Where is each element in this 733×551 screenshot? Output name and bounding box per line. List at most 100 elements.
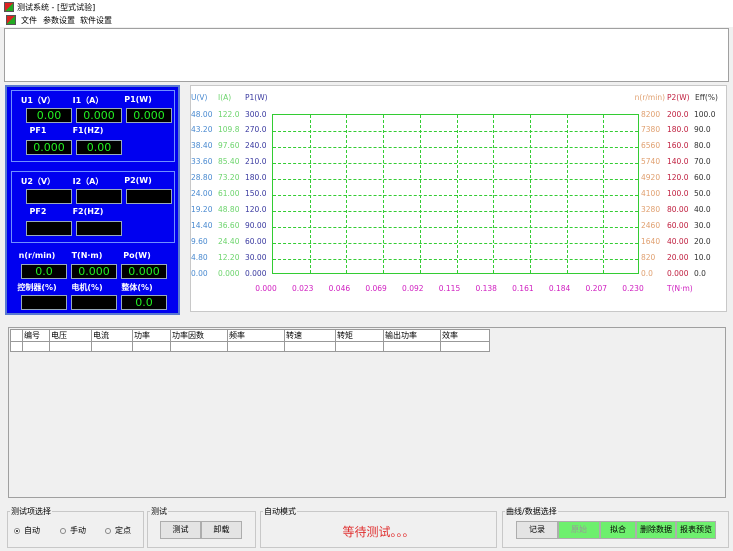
table-cell[interactable]: [440, 341, 490, 352]
column-header[interactable]: 输出功率: [383, 329, 441, 342]
x-tick-label: 0.000: [255, 284, 277, 293]
raw-button[interactable]: 原始: [558, 521, 600, 539]
v-gridline: [309, 115, 311, 273]
y-tick-label: 270.0: [245, 125, 267, 134]
column-header[interactable]: 功率因数: [170, 329, 228, 342]
y-tick-label: 48.00: [191, 110, 213, 119]
table-cell[interactable]: [335, 341, 384, 352]
column-header[interactable]: 转速: [284, 329, 336, 342]
curve-data-title: 曲线/数据选择: [505, 506, 558, 517]
y-tick-label: 38.40: [191, 141, 213, 150]
column-header[interactable]: [10, 329, 23, 342]
delete-data-button[interactable]: 删除数据: [636, 521, 676, 539]
y-tick-label: 4.80: [191, 253, 208, 262]
y-tick-label: 180.0: [245, 173, 267, 182]
label-overall-eff: 整体(%): [121, 283, 153, 292]
v-gridline: [493, 115, 495, 273]
window-title: 测试系统 - [型式试验]: [17, 3, 96, 12]
plot-area: [272, 114, 639, 274]
column-header[interactable]: 编号: [22, 329, 50, 342]
y-tick-label: 0.0: [694, 269, 706, 278]
table-cell[interactable]: [284, 341, 336, 352]
h-gridline: [273, 131, 638, 132]
y-tick-label: 10.0: [694, 253, 711, 262]
column-header[interactable]: 电压: [49, 329, 92, 342]
y-tick-label: 120.0: [245, 205, 267, 214]
y-tick-label: 80.0: [694, 141, 711, 150]
menu-bar: 文件 参数设置 软件设置: [0, 14, 733, 27]
table-cell[interactable]: [227, 341, 285, 352]
y-tick-label: 19.20: [191, 205, 213, 214]
report-preview-button[interactable]: 报表预览: [676, 521, 716, 539]
table-cell[interactable]: [132, 341, 171, 352]
label-p2: P2(W): [124, 176, 152, 185]
y-tick-label: 12.20: [218, 253, 240, 262]
y-tick-label: 61.00: [218, 189, 240, 198]
column-header[interactable]: 频率: [227, 329, 285, 342]
radio-icon[interactable]: [105, 527, 111, 534]
x-tick-label: 0.161: [512, 284, 534, 293]
column-header[interactable]: 功率: [132, 329, 171, 342]
y-tick-label: 120.0: [667, 173, 689, 182]
y-tick-label: 0.000: [245, 269, 267, 278]
y-tick-label: 200.0: [667, 110, 689, 119]
record-button[interactable]: 记录: [516, 521, 558, 539]
i2-display: [76, 189, 122, 204]
label-i2: I2（A）: [72, 177, 104, 186]
h-gridline: [273, 243, 638, 244]
radio-label: 自动: [24, 526, 40, 535]
y-tick-label: 122.0: [218, 110, 240, 119]
test-button[interactable]: 测试: [160, 521, 201, 539]
top-blank-area: [4, 28, 729, 82]
menu-software-settings[interactable]: 软件设置: [80, 16, 112, 25]
column-header[interactable]: 电流: [91, 329, 133, 342]
axis-title: n(r/min): [634, 93, 665, 102]
label-u1: U1（V）: [20, 96, 56, 105]
y-tick-label: 0.00: [191, 269, 208, 278]
v-gridline: [456, 115, 458, 273]
radio-option[interactable]: 定点: [105, 525, 131, 536]
radio-option[interactable]: 自动: [14, 525, 40, 536]
x-tick-label: 0.023: [291, 284, 314, 293]
menu-file[interactable]: 文件: [21, 16, 37, 25]
f2-display: [76, 221, 122, 236]
radio-option[interactable]: 手动: [60, 525, 86, 536]
table-cell[interactable]: [49, 341, 92, 352]
i1-display: 0.000: [76, 108, 122, 123]
torque-input[interactable]: 0.000: [71, 264, 117, 279]
y-tick-label: 2460: [641, 221, 661, 230]
menu-params[interactable]: 参数设置: [43, 16, 75, 25]
y-tick-label: 30.0: [694, 221, 711, 230]
curve-data-group: 曲线/数据选择 记录 原始 拟合 删除数据 报表预览: [502, 506, 729, 548]
table-cell[interactable]: [170, 341, 228, 352]
overall-eff-display: 0.0: [121, 295, 167, 310]
fit-button[interactable]: 拟合: [600, 521, 636, 539]
label-f1: F1(HZ): [72, 126, 104, 135]
output-group: U2（V） I2（A） P2(W) PF2 F2(HZ): [11, 171, 175, 243]
table-cell[interactable]: [91, 341, 133, 352]
table-cell[interactable]: [22, 341, 50, 352]
radio-icon[interactable]: [60, 527, 66, 534]
x-tick-label: 0.138: [475, 284, 497, 293]
label-pf2: PF2: [29, 207, 47, 216]
column-header[interactable]: 效率: [440, 329, 490, 342]
x-tick-label: 0.046: [328, 284, 351, 293]
table-cell[interactable]: [10, 341, 23, 352]
y-tick-label: 820: [641, 253, 656, 262]
y-tick-label: 3280: [641, 205, 661, 214]
column-header[interactable]: 转矩: [335, 329, 384, 342]
x-tick-label: 0.115: [438, 284, 461, 293]
document-icon[interactable]: [6, 15, 16, 25]
f1-display: 0.00: [76, 140, 122, 155]
h-gridline: [273, 211, 638, 212]
test-select-title: 测试项选择: [10, 506, 52, 517]
y-tick-label: 30.00: [245, 253, 267, 262]
y-tick-label: 8200: [641, 110, 661, 119]
y-tick-label: 48.80: [218, 205, 240, 214]
unload-button[interactable]: 卸载: [201, 521, 242, 539]
radio-icon[interactable]: [14, 527, 20, 534]
test-select-group: 测试项选择 自动 手动 定点: [7, 506, 144, 548]
table-cell[interactable]: [383, 341, 441, 352]
v-gridline: [603, 115, 605, 273]
label-motor-eff: 电机(%): [71, 283, 103, 292]
